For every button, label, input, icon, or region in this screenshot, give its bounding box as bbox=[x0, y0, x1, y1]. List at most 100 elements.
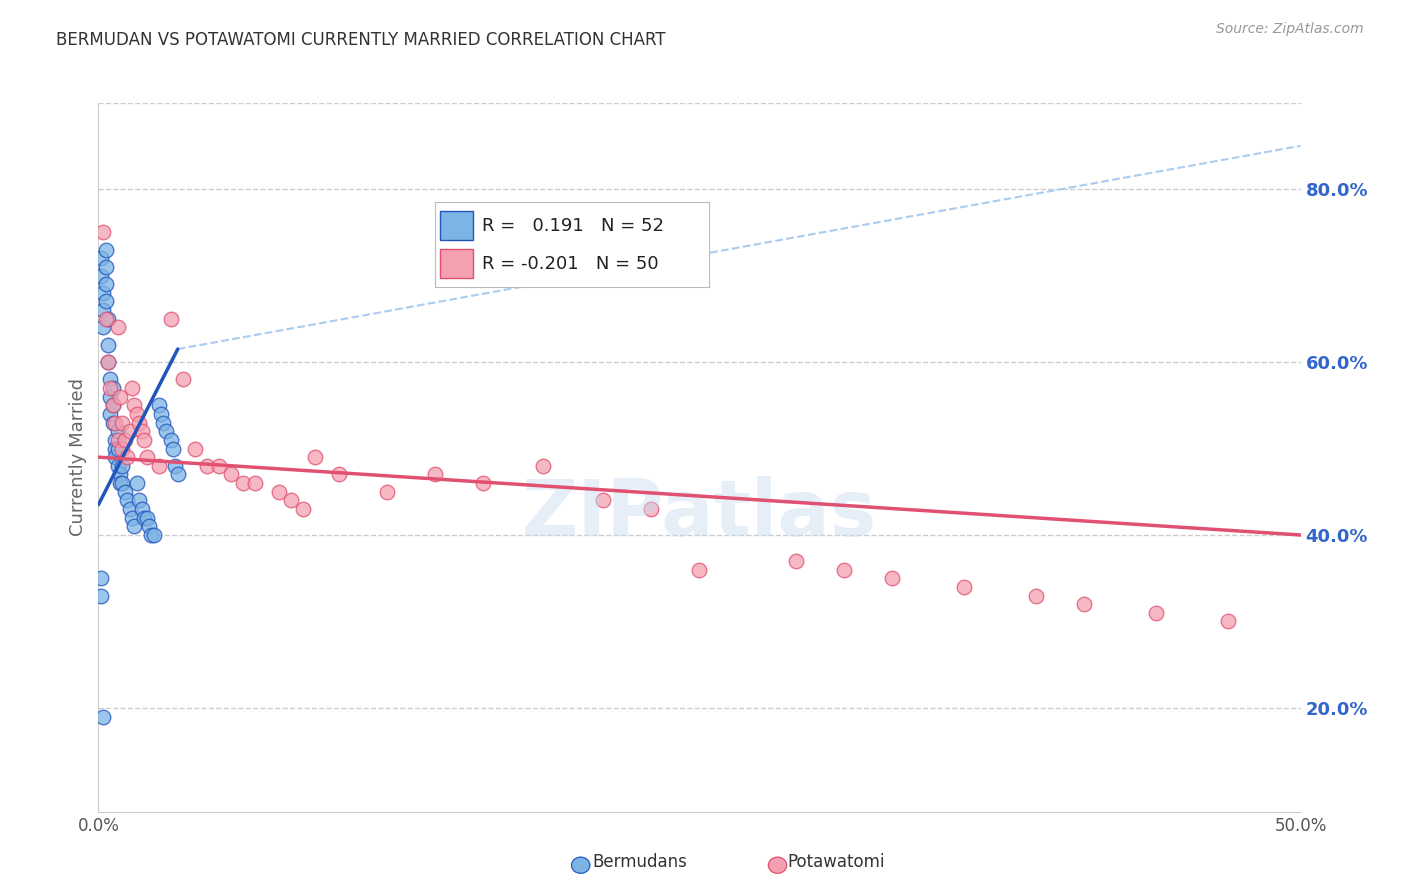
Point bbox=[91, 709, 114, 723]
Point bbox=[101, 381, 124, 395]
Point bbox=[785, 554, 807, 568]
Text: BERMUDAN VS POTAWATOMI CURRENTLY MARRIED CORRELATION CHART: BERMUDAN VS POTAWATOMI CURRENTLY MARRIED… bbox=[56, 31, 666, 49]
Point bbox=[159, 311, 181, 326]
Point bbox=[107, 442, 129, 456]
Point bbox=[111, 458, 134, 473]
Point bbox=[94, 311, 117, 326]
Point bbox=[107, 424, 129, 438]
Point bbox=[97, 355, 120, 369]
Point bbox=[1218, 615, 1240, 629]
Point bbox=[689, 563, 711, 577]
Point bbox=[132, 433, 155, 447]
Point bbox=[100, 381, 122, 395]
Point bbox=[125, 476, 148, 491]
Point bbox=[172, 372, 194, 386]
Point bbox=[108, 467, 131, 482]
Point bbox=[94, 277, 117, 292]
Point bbox=[97, 337, 120, 351]
Point bbox=[138, 519, 160, 533]
Point bbox=[148, 458, 170, 473]
Point bbox=[142, 528, 165, 542]
Point bbox=[94, 294, 117, 309]
Point bbox=[104, 450, 127, 464]
Point bbox=[531, 458, 554, 473]
Point bbox=[104, 433, 127, 447]
Point bbox=[152, 416, 174, 430]
Point bbox=[100, 407, 122, 421]
Point bbox=[1025, 589, 1047, 603]
Point bbox=[267, 484, 290, 499]
Text: Potawatomi: Potawatomi bbox=[787, 853, 886, 871]
Point bbox=[592, 493, 614, 508]
Point bbox=[91, 225, 114, 239]
Point bbox=[243, 476, 266, 491]
Point bbox=[118, 424, 141, 438]
Point bbox=[132, 510, 155, 524]
Point bbox=[141, 528, 163, 542]
Point bbox=[90, 252, 112, 266]
Point bbox=[125, 407, 148, 421]
Point bbox=[101, 398, 124, 412]
Point bbox=[114, 433, 136, 447]
Point bbox=[101, 416, 124, 430]
Point bbox=[280, 493, 302, 508]
Text: Bermudans: Bermudans bbox=[592, 853, 688, 871]
Point bbox=[104, 416, 127, 430]
Point bbox=[91, 320, 114, 334]
Point bbox=[162, 442, 184, 456]
Point bbox=[131, 424, 153, 438]
Point bbox=[148, 398, 170, 412]
Point bbox=[1144, 606, 1167, 620]
Point bbox=[94, 243, 117, 257]
Point bbox=[111, 416, 134, 430]
Point bbox=[135, 510, 157, 524]
Point bbox=[117, 493, 139, 508]
Point bbox=[100, 390, 122, 404]
Point bbox=[121, 510, 143, 524]
Point bbox=[328, 467, 350, 482]
Point bbox=[104, 442, 127, 456]
Point bbox=[97, 311, 120, 326]
Text: R = -0.201   N = 50: R = -0.201 N = 50 bbox=[482, 254, 658, 273]
Point bbox=[232, 476, 254, 491]
Point bbox=[208, 458, 231, 473]
Point bbox=[472, 476, 495, 491]
Point bbox=[124, 519, 146, 533]
Point bbox=[118, 502, 141, 516]
Point bbox=[107, 320, 129, 334]
Point bbox=[128, 493, 150, 508]
Point bbox=[111, 442, 134, 456]
Point bbox=[108, 390, 131, 404]
Point bbox=[107, 458, 129, 473]
Point bbox=[832, 563, 855, 577]
Point bbox=[219, 467, 242, 482]
Point bbox=[291, 502, 314, 516]
Y-axis label: Currently Married: Currently Married bbox=[69, 378, 87, 536]
Point bbox=[94, 260, 117, 274]
Point bbox=[111, 476, 134, 491]
Point bbox=[640, 502, 662, 516]
Point bbox=[97, 355, 120, 369]
Bar bbox=[440, 211, 474, 240]
Point bbox=[166, 467, 188, 482]
Point bbox=[304, 450, 326, 464]
Text: Source: ZipAtlas.com: Source: ZipAtlas.com bbox=[1216, 22, 1364, 37]
Point bbox=[953, 580, 976, 594]
Point bbox=[101, 398, 124, 412]
Point bbox=[107, 433, 129, 447]
Point bbox=[1073, 597, 1095, 611]
Text: ZIPatlas: ZIPatlas bbox=[522, 475, 877, 552]
Point bbox=[124, 398, 146, 412]
Point bbox=[117, 450, 139, 464]
Point bbox=[90, 268, 112, 283]
Point bbox=[128, 416, 150, 430]
Point bbox=[165, 458, 187, 473]
Point bbox=[90, 571, 112, 585]
Point bbox=[149, 407, 172, 421]
Point bbox=[375, 484, 398, 499]
Point bbox=[135, 450, 157, 464]
Point bbox=[100, 372, 122, 386]
Point bbox=[121, 381, 143, 395]
Point bbox=[159, 433, 181, 447]
Point bbox=[131, 502, 153, 516]
